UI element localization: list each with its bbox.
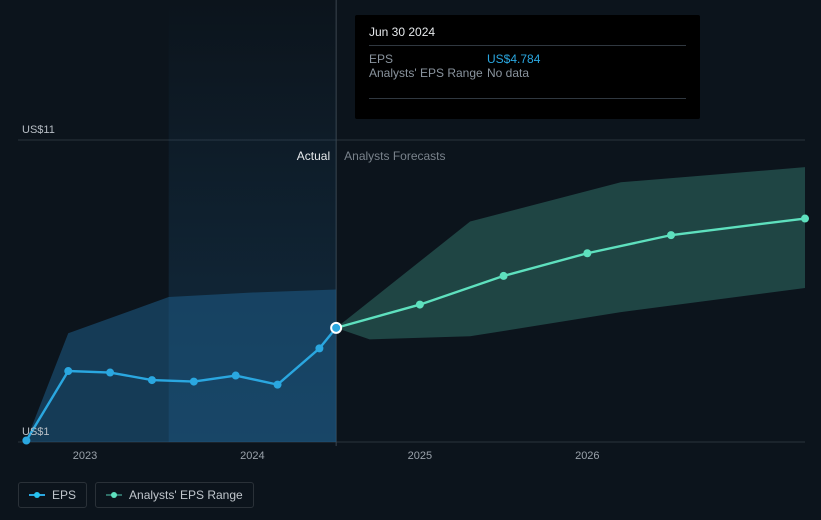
tooltip-divider: [369, 45, 686, 46]
tooltip-value: No data: [487, 66, 529, 80]
legend-item[interactable]: EPS: [18, 482, 87, 508]
eps-forecast-marker: [583, 249, 591, 257]
tooltip-row: Analysts' EPS RangeNo data: [369, 66, 686, 80]
tooltip-divider-bottom: [369, 98, 686, 99]
eps-marker: [315, 344, 323, 352]
tooltip-date: Jun 30 2024: [369, 25, 686, 39]
eps-marker: [232, 372, 240, 380]
x-axis-label: 2025: [408, 450, 432, 462]
chart-tooltip: Jun 30 2024 EPSUS$4.784Analysts' EPS Ran…: [355, 15, 700, 119]
eps-marker: [64, 367, 72, 375]
x-axis-label: 2026: [575, 450, 599, 462]
eps-forecast-chart: Jun 30 2024 EPSUS$4.784Analysts' EPS Ran…: [0, 0, 821, 520]
eps-current-marker: [331, 323, 341, 333]
eps-marker: [148, 376, 156, 384]
x-axis-label: 2024: [240, 450, 264, 462]
legend-label: EPS: [52, 488, 76, 502]
tooltip-value: US$4.784: [487, 52, 540, 66]
legend-item[interactable]: Analysts' EPS Range: [95, 482, 254, 508]
y-axis-label: US$1: [22, 426, 50, 438]
tooltip-row: EPSUS$4.784: [369, 52, 686, 66]
legend-swatch-icon: [106, 491, 122, 499]
chart-legend: EPS Analysts' EPS Range: [18, 482, 254, 508]
eps-forecast-marker: [500, 272, 508, 280]
eps-forecast-marker: [801, 215, 809, 223]
y-axis-label: US$11: [22, 124, 55, 136]
x-axis-label: 2023: [73, 450, 97, 462]
phase-label-actual: Actual: [297, 149, 330, 163]
legend-swatch-icon: [29, 491, 45, 499]
phase-label-forecast: Analysts Forecasts: [344, 149, 445, 163]
eps-marker: [106, 369, 114, 377]
eps-forecast-marker: [667, 231, 675, 239]
eps-marker: [274, 381, 282, 389]
tooltip-key: EPS: [369, 52, 487, 66]
eps-forecast-marker: [416, 301, 424, 309]
eps-marker: [190, 378, 198, 386]
tooltip-key: Analysts' EPS Range: [369, 66, 487, 80]
legend-label: Analysts' EPS Range: [129, 488, 243, 502]
